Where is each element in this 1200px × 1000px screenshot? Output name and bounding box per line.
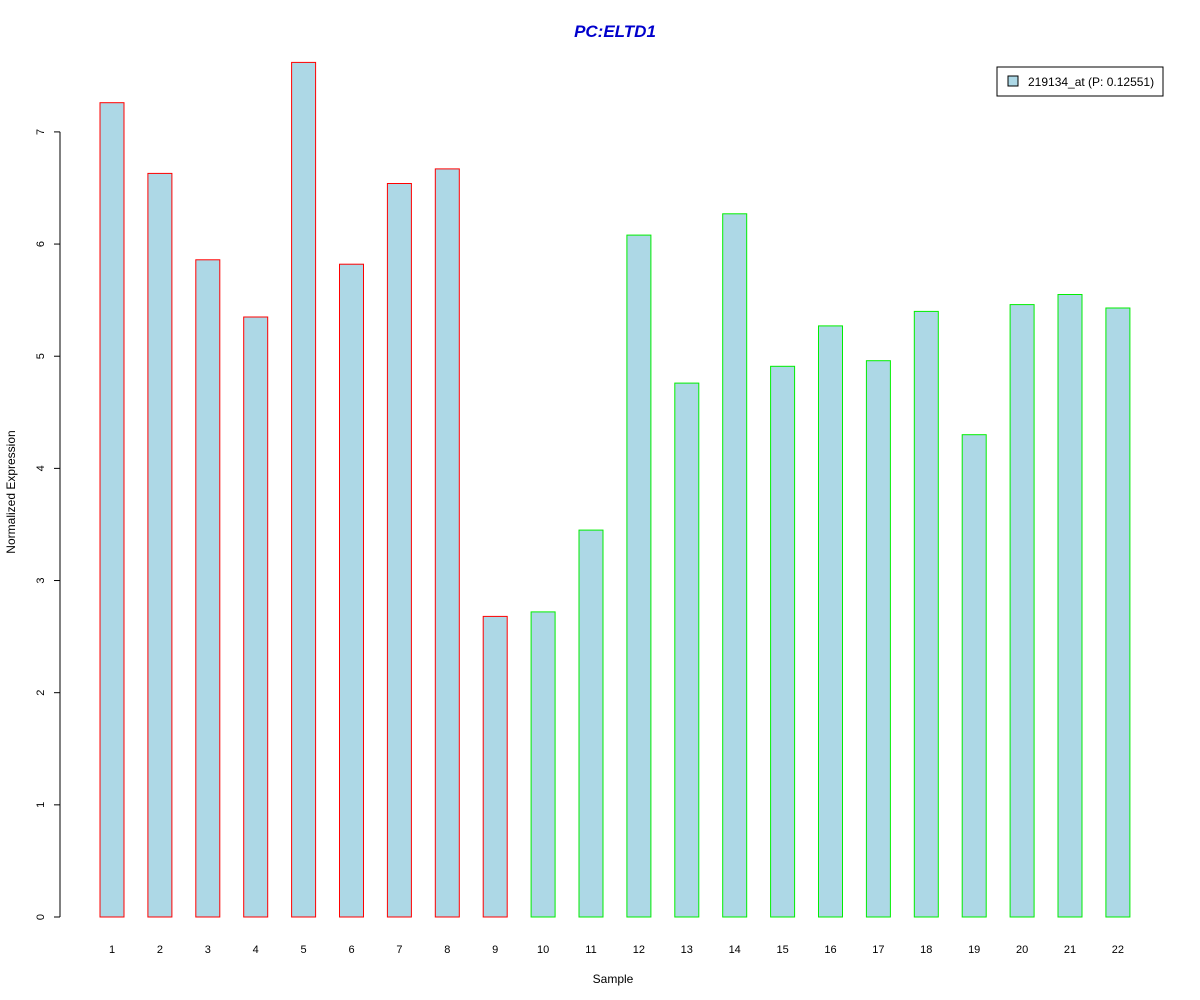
x-tick-label: 7	[396, 944, 402, 956]
bar-sample-19	[961, 434, 987, 918]
bar-sample-21	[1057, 294, 1083, 918]
x-tick-label: 16	[824, 944, 836, 956]
y-axis-label: Normalized Expression	[4, 430, 18, 553]
y-tick-label: 6	[35, 241, 47, 247]
bar-sample-5	[291, 61, 317, 918]
y-tick-label: 5	[35, 353, 47, 359]
x-tick-label: 11	[585, 944, 596, 956]
x-tick-label: 1	[109, 944, 115, 956]
x-axis-label: Sample	[593, 972, 634, 986]
x-tick-label: 3	[205, 944, 211, 956]
y-axis: 0 1 2 3 4 5 6 7	[35, 129, 61, 920]
x-tick-label: 17	[872, 944, 884, 956]
bar-sample-10	[530, 611, 556, 918]
bar-sample-1	[99, 102, 125, 918]
x-tick-label: 10	[537, 944, 549, 956]
legend-swatch	[1007, 75, 1019, 87]
y-tick-label: 3	[35, 577, 47, 583]
y-tick-label: 7	[35, 129, 47, 135]
chart-title: PC:ELTD1	[574, 22, 656, 41]
legend-box	[996, 66, 1164, 97]
bar-sample-4	[243, 316, 269, 918]
x-tick-label: 2	[157, 944, 163, 956]
bar-sample-20	[1009, 304, 1035, 918]
x-tick-label: 12	[633, 944, 645, 956]
x-tick-label: 9	[492, 944, 498, 956]
x-tick-label: 15	[776, 944, 788, 956]
legend: 219134_at (P: 0.12551)	[996, 66, 1164, 97]
bar-sample-7	[386, 183, 412, 918]
x-tick-label: 8	[444, 944, 450, 956]
bar-sample-6	[339, 263, 364, 918]
y-tick-label: 1	[35, 802, 47, 808]
bar-sample-12	[626, 234, 652, 918]
x-tick-label: 20	[1016, 944, 1028, 956]
bars	[99, 61, 1131, 918]
bar-sample-13	[674, 382, 700, 918]
bar-sample-9	[482, 615, 508, 918]
x-tick-label: 21	[1064, 944, 1076, 956]
legend-entry: 219134_at (P: 0.12551)	[1028, 75, 1154, 89]
bar-sample-2	[147, 172, 173, 918]
x-tick-label: 6	[348, 944, 354, 956]
bar-sample-17	[865, 360, 891, 918]
y-tick-label: 4	[35, 465, 47, 471]
x-tick-label: 4	[253, 944, 259, 956]
x-tick-label: 14	[729, 944, 741, 956]
bar-sample-3	[195, 259, 221, 918]
x-axis-tick-labels: 1 2 3 4 5 6 7 8 9 10 11 12 13 14 15 16 17 18 19 20 21 22	[109, 944, 1124, 956]
bar-sample-11	[578, 529, 604, 918]
x-tick-label: 19	[968, 944, 980, 956]
x-tick-label: 13	[681, 944, 693, 956]
bar-sample-8	[434, 168, 460, 918]
x-tick-label: 22	[1112, 944, 1124, 956]
bar-sample-14	[722, 213, 748, 918]
x-tick-label: 5	[301, 944, 307, 956]
bar-sample-16	[818, 325, 843, 918]
bar-sample-15	[770, 365, 796, 918]
y-tick-label: 2	[35, 690, 47, 696]
bar-sample-22	[1105, 307, 1131, 918]
x-tick-label: 18	[920, 944, 932, 956]
y-tick-label: 0	[35, 914, 47, 920]
bar-sample-18	[913, 310, 939, 918]
